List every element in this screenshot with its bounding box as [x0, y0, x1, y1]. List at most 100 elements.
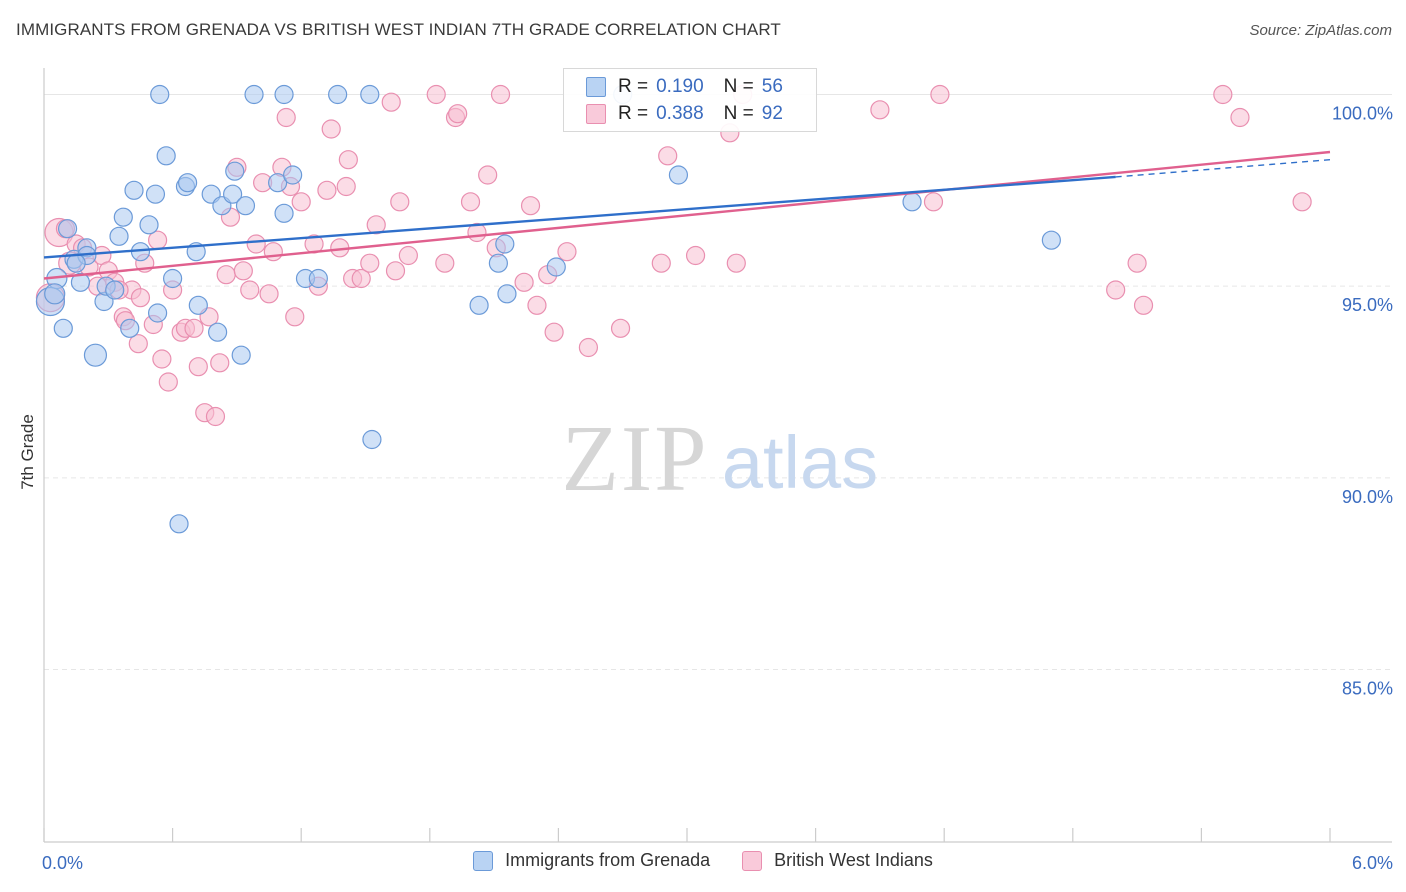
r-label: R = — [618, 76, 649, 97]
bwi-point — [291, 192, 311, 212]
grenada-point — [53, 318, 73, 338]
series-legend: Immigrants from Grenada British West Ind… — [0, 850, 1406, 871]
bwi-point — [426, 84, 446, 105]
grenada-trend-extension — [1115, 158, 1331, 178]
british-west-indians-points — [35, 84, 1312, 427]
stats-row-bwi: R = 0.388 N = 92 — [586, 101, 783, 127]
x-tick-label: 0.0% — [42, 853, 83, 873]
y-tick-label: 95.0% — [1342, 295, 1393, 315]
x-tick-label: 6.0% — [1352, 853, 1393, 873]
watermark: ZIP atlas — [562, 407, 879, 511]
grenada-point — [1041, 230, 1061, 250]
bwi-point — [360, 253, 380, 273]
bwi-point — [128, 334, 148, 354]
bwi-point — [478, 165, 498, 185]
stats-legend: R = 0.190 N = 56 R = 0.388 N = 92 — [563, 68, 817, 132]
grenada-point — [546, 257, 566, 277]
legend-label-bwi: British West Indians — [774, 850, 933, 870]
watermark-atlas: atlas — [722, 421, 878, 504]
bwi-point — [338, 150, 358, 170]
grenada-point — [362, 429, 382, 450]
bwi-point — [578, 337, 599, 358]
bwi-point — [317, 180, 337, 200]
bwi-point — [390, 192, 410, 212]
grenada-point — [283, 165, 303, 185]
grenada-point — [225, 161, 245, 181]
r-value: 0.388 — [656, 103, 704, 124]
grenada-point — [120, 318, 140, 338]
bwi-point — [1213, 84, 1233, 105]
grenada-point — [274, 84, 294, 105]
grenada-point — [83, 343, 108, 367]
bwi-point — [366, 215, 386, 235]
grenada-point — [495, 234, 515, 254]
grenada-point — [44, 283, 66, 305]
grenada-point — [235, 196, 256, 216]
bwi-point — [152, 349, 172, 369]
bwi-point — [1127, 253, 1147, 273]
y-axis-label: 7th Grade — [18, 414, 37, 490]
grenada-point — [244, 84, 264, 105]
bwi-point — [490, 84, 511, 105]
y-tick-label: 100.0% — [1332, 104, 1393, 124]
grenada-point — [66, 253, 86, 273]
grenada-points — [35, 84, 1061, 534]
bwi-point — [216, 265, 236, 285]
bwi-point — [188, 357, 208, 377]
bwi-point — [610, 318, 631, 338]
grenada-point — [268, 173, 288, 193]
grenada-point — [231, 345, 251, 365]
source-label: Source: ZipAtlas.com — [1249, 22, 1392, 39]
grenada-point — [360, 84, 380, 105]
grenada-point — [178, 173, 198, 193]
grenada-point — [497, 284, 517, 304]
bwi-point — [1230, 107, 1250, 128]
grenada-point — [156, 146, 176, 166]
bwi-point — [1133, 295, 1154, 315]
grenada-point — [109, 226, 129, 246]
bwi-point — [1106, 280, 1126, 300]
bwi-point — [205, 406, 226, 427]
legend-item-grenada[interactable]: Immigrants from Grenada — [473, 850, 710, 871]
bwi-point — [263, 242, 283, 262]
bwi-point — [158, 372, 178, 392]
grenada-point — [223, 184, 243, 204]
grenada-point — [124, 180, 144, 200]
axes — [43, 68, 1392, 843]
bwi-point — [398, 245, 418, 266]
grenada-point — [274, 203, 294, 223]
n-label: N = — [723, 103, 754, 124]
bwi-point — [685, 245, 706, 266]
bwi-point — [259, 284, 279, 304]
blue-swatch — [473, 850, 494, 871]
chart-title: IMMIGRANTS FROM GRENADA VS BRITISH WEST … — [16, 20, 781, 39]
legend-label-grenada: Immigrants from Grenada — [505, 850, 711, 870]
bwi-point — [658, 146, 678, 166]
bwi-point — [233, 261, 253, 281]
bwi-point — [321, 119, 341, 139]
grenada-point — [57, 219, 78, 239]
grenada-point — [147, 303, 168, 323]
bwi-point — [210, 353, 230, 373]
bwi-point — [184, 318, 204, 338]
bwi-point — [520, 196, 541, 216]
bwi-point — [336, 176, 356, 197]
grenada-point — [150, 84, 170, 105]
y-tick-label: 90.0% — [1342, 487, 1393, 507]
n-value: 92 — [761, 103, 783, 124]
trend-lines — [43, 150, 1331, 280]
grenada-point — [902, 192, 922, 212]
bwi-point — [557, 242, 577, 262]
tick-labels: 85.0% 90.0% 95.0% 100.0% 0.0% 6.0% — [42, 104, 1393, 874]
grenada-point — [308, 268, 328, 289]
bwi-point — [460, 192, 481, 212]
grenada-trend-line — [43, 175, 1116, 259]
bwi-point — [514, 272, 534, 292]
bwi-point — [381, 92, 401, 112]
bwi-point — [870, 100, 890, 120]
grenada-point — [328, 84, 348, 105]
r-label: R = — [618, 103, 649, 124]
legend-item-bwi[interactable]: British West Indians — [742, 850, 933, 871]
r-value: 0.190 — [656, 76, 704, 97]
